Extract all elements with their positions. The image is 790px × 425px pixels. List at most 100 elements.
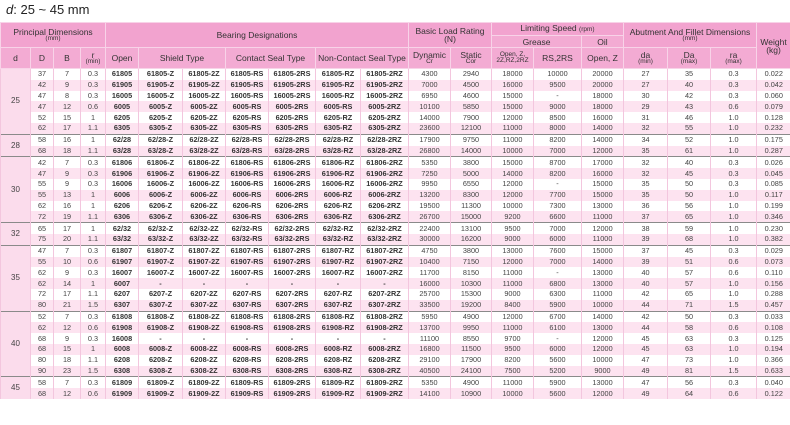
cell-shield-z: 6008-Z	[138, 343, 183, 355]
cell-oil-open: 12000	[581, 388, 624, 399]
cell-shield-z: 6307-Z	[138, 299, 183, 312]
cell-noncontact-rz: 6005-RS	[315, 101, 361, 113]
cell-noncontact-2rz: 61906-2RZ	[360, 168, 409, 179]
cell-r: 1	[80, 112, 106, 123]
cell-static-cor: 5850	[450, 101, 492, 113]
cell-contact-rs: 61909-RS	[225, 388, 269, 399]
cell-ra: 0.6	[709, 267, 757, 279]
cell-open: 6307	[105, 299, 139, 312]
cell-dynamic-cr: 29100	[408, 354, 451, 366]
cell-contact-2rs: 6008-2RS	[268, 343, 316, 355]
cell-grease-open: 8200	[491, 354, 534, 366]
cell-grease-open: 14000	[491, 168, 534, 179]
table-row: 62 17 1.1 6305 6305-Z 6305-2Z 6305-RS 6305-2RS 6…	[1, 122, 790, 135]
col-Da: Da (max)	[667, 47, 711, 69]
cell-contact-rs: 6306-RS	[225, 211, 269, 223]
cell-grease-rs: 8500	[533, 112, 582, 123]
cell-D: 47	[30, 101, 54, 113]
cell-Da: 43	[667, 101, 711, 113]
cell-weight: 0.117	[756, 189, 790, 201]
cell-dynamic-cr: 19500	[408, 200, 451, 212]
cell-grease-rs: 6600	[533, 211, 582, 223]
cell-oil-open: 12000	[581, 222, 624, 234]
cell-r: 0.3	[80, 376, 106, 389]
cell-contact-rs: 6307-RS	[225, 299, 269, 312]
cell-D: 68	[30, 333, 54, 344]
table-body: 25 37 7 0.3 61805 61805-Z 61805-2Z 61805-RS 6180…	[0, 68, 790, 399]
cell-grease-open: 12000	[491, 178, 534, 190]
cell-static-cor: 5000	[450, 168, 492, 179]
cell-r: 1	[80, 133, 106, 146]
cell-open: 6306	[105, 211, 139, 223]
cell-static-cor: 8150	[450, 267, 492, 279]
cell-ra: 0.3	[709, 156, 757, 169]
cell-da: 37	[623, 211, 668, 223]
cell-noncontact-rz: -	[315, 278, 361, 289]
cell-B: 7	[53, 156, 81, 169]
cell-D: 68	[30, 388, 54, 399]
cell-grease-rs: 8200	[533, 133, 582, 146]
cell-grease-rs: 8200	[533, 168, 582, 179]
table-row: 32 65 17 1 62/32 62/32-Z 62/32-2Z 62/32-RS 62/32…	[0, 222, 790, 246]
cell-grease-rs: -	[533, 178, 582, 190]
col-ra: ra (max)	[709, 47, 758, 69]
cell-Da: 56	[667, 376, 711, 389]
cell-open: 62/28	[105, 133, 139, 146]
cell-grease-open: 13000	[491, 244, 534, 257]
cell-dynamic-cr: 13200	[408, 189, 451, 201]
cell-noncontact-rz: 62/32-RZ	[315, 222, 361, 234]
cell-ra: 1.0	[709, 233, 757, 246]
cell-d: 35	[0, 244, 31, 312]
cell-dynamic-cr: 5350	[408, 376, 451, 389]
col-d: d	[0, 47, 31, 69]
cell-oil-open: 17000	[581, 156, 624, 169]
cell-weight: 0.026	[756, 156, 790, 169]
cell-grease-open: 9000	[491, 233, 534, 246]
cell-contact-rs: 6005-RS	[225, 101, 269, 113]
cell-noncontact-2rz: 6305-2RZ	[360, 122, 409, 135]
cell-da: 45	[623, 343, 668, 355]
cell-grease-rs: 5200	[533, 365, 582, 377]
cell-shield-z: 63/32-Z	[138, 233, 183, 246]
cell-dynamic-cr: 30000	[408, 233, 451, 246]
table-row: 62 9 0.3 16007 16007-Z 16007-2Z 16007-RS 16007-…	[1, 267, 790, 279]
cell-noncontact-2rz: 61808-2RZ	[360, 310, 409, 323]
cell-noncontact-rz: 6207-RZ	[315, 288, 361, 300]
cell-da: 32	[623, 168, 668, 179]
cell-da: 44	[623, 299, 668, 312]
cell-grease-open: 15000	[491, 101, 534, 113]
cell-open: 6305	[105, 122, 139, 135]
cell-D: 47	[30, 168, 54, 179]
cell-ra: 0.3	[709, 90, 757, 102]
cell-grease-rs: -	[533, 267, 582, 279]
cell-contact-rs: 61807-RS	[225, 244, 269, 257]
cell-oil-open: 14000	[581, 256, 624, 268]
cell-grease-rs: 6000	[533, 233, 582, 246]
cell-contact-rs: 63/32-RS	[225, 233, 269, 246]
cell-dynamic-cr: 4300	[408, 68, 451, 80]
cell-weight: 0.110	[756, 267, 790, 279]
cell-D: 55	[30, 178, 54, 190]
cell-open: 61808	[105, 310, 139, 323]
cell-contact-rs: 61905-RS	[225, 79, 269, 91]
cell-da: 30	[623, 90, 668, 102]
cell-noncontact-rz: 6008-RZ	[315, 343, 361, 355]
cell-weight: 0.175	[756, 133, 790, 146]
cell-open: 61805	[105, 68, 139, 80]
cell-B: 17	[53, 222, 81, 234]
cell-shield-z: 61809-Z	[138, 376, 183, 389]
cell-da: 35	[623, 145, 668, 157]
cell-shield-z: 61906-Z	[138, 168, 183, 179]
cell-contact-rs: 62/32-RS	[225, 222, 269, 234]
cell-noncontact-rz: 61808-RZ	[315, 310, 361, 323]
table-row: 55 9 0.3 16006 16006-Z 16006-2Z 16006-RS 16006-…	[1, 178, 790, 190]
cell-contact-2rs: 6207-2RS	[268, 288, 316, 300]
cell-noncontact-2rz: 16007-2RZ	[360, 267, 409, 279]
cell-oil-open: 11000	[581, 288, 624, 300]
cell-Da: 50	[667, 189, 711, 201]
cell-ra: 1.0	[709, 133, 757, 146]
cell-shield-z: 61806-Z	[138, 156, 183, 169]
cell-grease-rs: 7000	[533, 222, 582, 234]
cell-oil-open: 20000	[581, 68, 624, 80]
cell-grease-open: 9000	[491, 288, 534, 300]
